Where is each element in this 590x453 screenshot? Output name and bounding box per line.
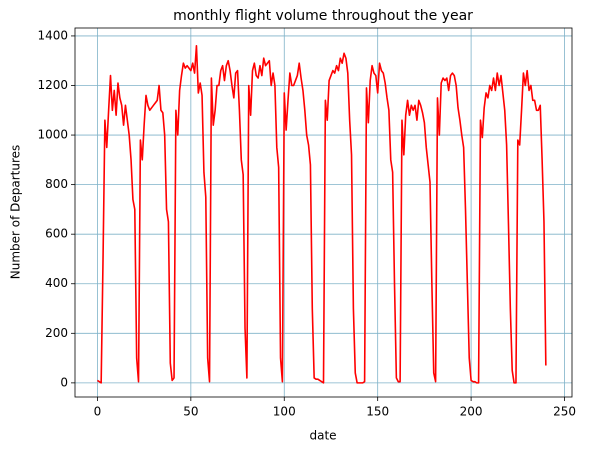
plot-frame — [74, 27, 573, 398]
y-tick-label: 0 — [60, 375, 68, 389]
x-tick-label: 0 — [94, 405, 102, 419]
line-series — [96, 45, 547, 384]
x-tick-label: 150 — [366, 405, 389, 419]
y-tick-label: 400 — [45, 276, 68, 290]
x-tick-label: 200 — [460, 405, 483, 419]
y-axis-label: Number of Departures — [9, 145, 23, 280]
x-tick-label: 250 — [553, 405, 576, 419]
chart-title: monthly flight volume throughout the yea… — [173, 8, 473, 24]
y-tick-label: 800 — [45, 177, 68, 191]
x-axis-label: date — [309, 429, 336, 443]
x-tick-label: 100 — [273, 405, 296, 419]
x-tick-label: 50 — [183, 405, 198, 419]
y-tick-label: 600 — [45, 227, 68, 241]
y-tick-label: 1400 — [37, 28, 68, 42]
y-tick-label: 200 — [45, 326, 68, 340]
y-tick-label: 1200 — [37, 78, 68, 92]
y-tick-label: 1000 — [37, 128, 68, 142]
